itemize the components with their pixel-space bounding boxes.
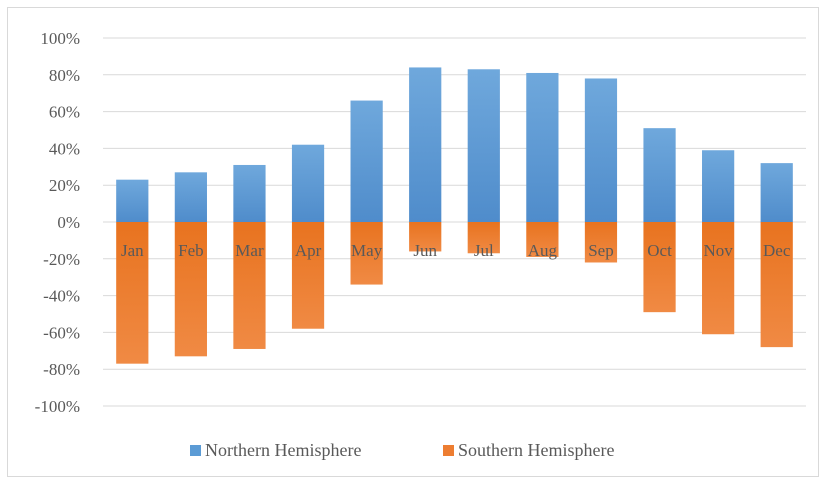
y-tick-label: -100% (35, 397, 80, 416)
x-category-label: Jul (474, 241, 494, 260)
bar-northern-hemisphere (760, 163, 793, 222)
bar-northern-hemisphere (467, 69, 500, 222)
bar-northern-hemisphere (291, 144, 325, 222)
gridlines (103, 37, 806, 407)
legend-label-northern: Northern Hemisphere (205, 440, 361, 460)
legend-swatch-southern (443, 445, 454, 456)
y-tick-label: 100% (40, 29, 80, 48)
bar-northern-hemisphere (174, 172, 207, 222)
y-tick-label: 60% (49, 103, 80, 122)
x-category-label: Sep (588, 241, 614, 260)
x-category-label: Feb (178, 241, 204, 260)
x-category-label: Jun (413, 241, 437, 260)
x-category-label: Aug (528, 241, 558, 260)
bar-northern-hemisphere (702, 150, 735, 222)
bar-northern-hemisphere (233, 164, 266, 222)
bar-southern-hemisphere (702, 222, 735, 335)
x-category-label: Apr (295, 241, 322, 260)
bars (116, 67, 793, 364)
y-tick-label: -40% (43, 287, 80, 306)
bar-northern-hemisphere (643, 128, 676, 222)
legend: Northern Hemisphere Southern Hemisphere (190, 440, 614, 460)
x-category-label: Nov (703, 241, 733, 260)
legend-label-southern: Southern Hemisphere (458, 440, 614, 460)
x-axis-category-labels: Jan Feb Mar Apr May Jun Jul Aug Sep Oct Nov Dec (121, 241, 791, 260)
y-tick-label: 20% (49, 176, 80, 195)
bar-southern-hemisphere (409, 222, 442, 252)
bar-southern-hemisphere (643, 222, 676, 313)
bar-southern-hemisphere (116, 222, 149, 364)
bar-southern-hemisphere (350, 222, 383, 285)
y-tick-label: 40% (49, 139, 80, 158)
bar-southern-hemisphere (174, 222, 207, 357)
bar-southern-hemisphere (584, 222, 618, 263)
bar-southern-hemisphere (526, 222, 559, 257)
bar-northern-hemisphere (409, 67, 442, 222)
y-tick-label: 0% (57, 213, 80, 232)
x-category-label: May (351, 241, 383, 260)
bar-northern-hemisphere (116, 179, 149, 222)
x-category-label: Mar (235, 241, 264, 260)
y-tick-label: 80% (49, 66, 80, 85)
y-axis-tick-labels: 100% 80% 60% 40% 20% 0% -20% -40% -60% -80% -100% (35, 29, 80, 416)
y-tick-label: -20% (43, 250, 80, 269)
x-category-label: Oct (647, 241, 672, 260)
bar-southern-hemisphere (760, 222, 793, 348)
y-tick-label: -60% (43, 323, 80, 342)
bar-southern-hemisphere (291, 222, 325, 329)
bar-northern-hemisphere (350, 100, 383, 222)
legend-swatch-northern (190, 445, 201, 456)
x-category-label: Jan (121, 241, 144, 260)
bar-northern-hemisphere (584, 78, 618, 222)
y-tick-label: -80% (43, 360, 80, 379)
bar-southern-hemisphere (467, 222, 500, 254)
bar-southern-hemisphere (233, 222, 266, 349)
bar-northern-hemisphere (526, 72, 559, 223)
x-category-label: Dec (763, 241, 791, 260)
